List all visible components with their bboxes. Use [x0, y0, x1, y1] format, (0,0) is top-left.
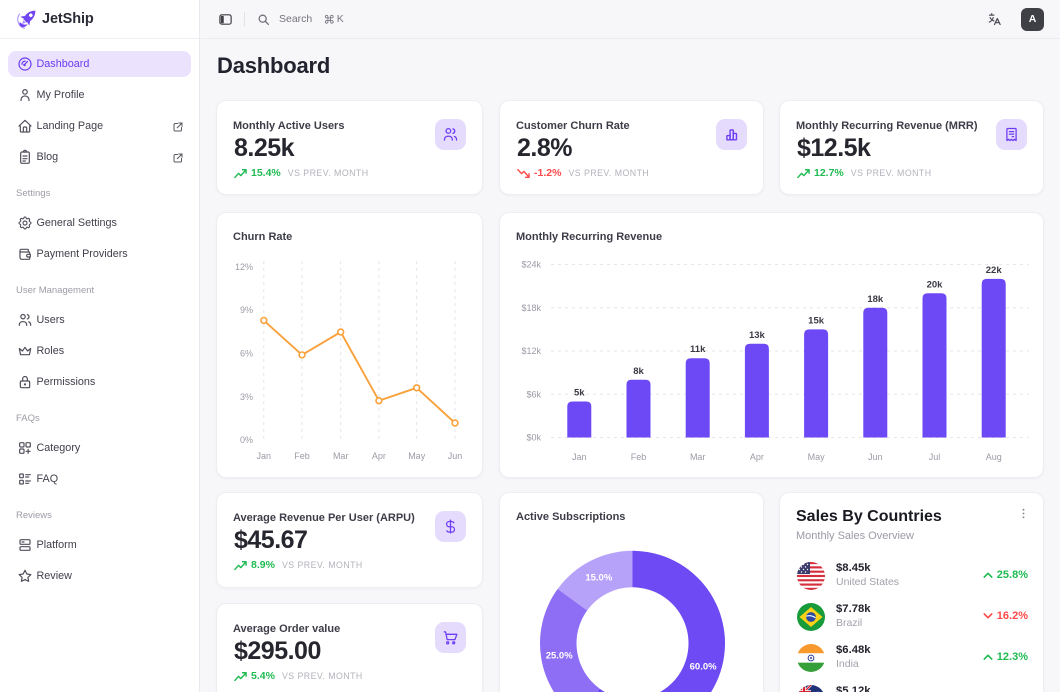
svg-text:Mar: Mar	[333, 451, 349, 461]
svg-text:9%: 9%	[240, 305, 253, 315]
svg-text:6%: 6%	[240, 349, 253, 359]
svg-text:12%: 12%	[235, 262, 253, 272]
svg-text:Jul: Jul	[929, 452, 941, 462]
svg-text:Mar: Mar	[690, 452, 706, 462]
svg-text:22k: 22k	[986, 265, 1003, 276]
svg-text:25.0%: 25.0%	[546, 650, 573, 661]
svg-text:$12k: $12k	[521, 346, 541, 356]
svg-text:Feb: Feb	[294, 451, 310, 461]
svg-text:Apr: Apr	[372, 451, 386, 461]
svg-text:18k: 18k	[867, 294, 884, 305]
svg-text:Jan: Jan	[572, 452, 587, 462]
svg-text:0%: 0%	[240, 435, 253, 445]
svg-text:60.0%: 60.0%	[690, 662, 717, 673]
svg-text:11k: 11k	[690, 344, 706, 355]
svg-text:May: May	[808, 452, 826, 462]
svg-text:20k: 20k	[927, 279, 944, 290]
svg-text:15.0%: 15.0%	[585, 573, 612, 584]
svg-text:Jun: Jun	[868, 452, 883, 462]
svg-text:$24k: $24k	[521, 260, 541, 270]
svg-text:Apr: Apr	[750, 452, 764, 462]
svg-text:May: May	[408, 451, 426, 461]
svg-text:$6k: $6k	[526, 389, 541, 399]
svg-text:5k: 5k	[574, 388, 585, 399]
svg-text:$18k: $18k	[521, 303, 541, 313]
svg-text:Jun: Jun	[448, 451, 463, 461]
svg-text:8k: 8k	[633, 366, 644, 377]
svg-text:Aug: Aug	[986, 452, 1002, 462]
svg-text:15k: 15k	[808, 315, 825, 326]
svg-text:13k: 13k	[749, 330, 766, 341]
svg-text:$0k: $0k	[526, 433, 541, 443]
svg-text:Feb: Feb	[631, 452, 647, 462]
svg-text:Jan: Jan	[257, 451, 272, 461]
svg-text:3%: 3%	[240, 392, 253, 402]
